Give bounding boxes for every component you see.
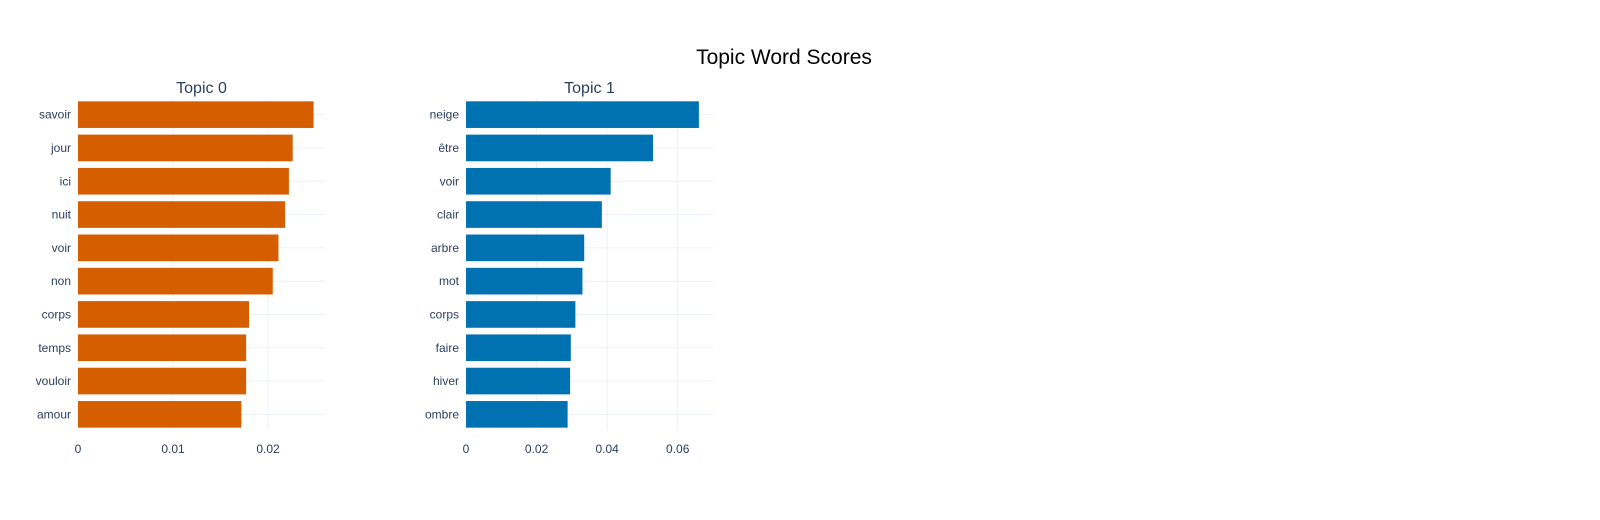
bar-corps[interactable] [78,301,249,328]
y-tick-label: arbre [431,241,459,255]
x-tick-label: 0.06 [666,442,690,456]
bar-vouloir[interactable] [78,367,247,395]
bar-amour[interactable] [78,401,242,428]
y-tick-label: ici [60,174,71,188]
y-tick-label: voir [440,174,459,188]
y-tick-label: mot [439,274,460,288]
y-tick-label: hiver [433,374,459,388]
y-tick-label: amour [37,407,71,421]
chart-title: Topic Word Scores [696,46,872,69]
y-tick-label: nuit [52,208,72,222]
x-tick-label: 0 [463,442,470,456]
y-tick-label: neige [430,108,460,122]
y-tick-label: être [438,141,459,155]
bar-mot[interactable] [466,267,583,295]
y-tick-label: temps [38,341,71,355]
bar-hiver[interactable] [466,367,571,395]
bar-neige[interactable] [466,101,699,128]
x-tick-label: 0 [75,442,82,456]
bar-nuit[interactable] [78,201,286,228]
y-tick-label: corps [430,307,459,321]
bar-jour[interactable] [78,134,293,162]
y-tick-label: faire [436,341,460,355]
bar-arbre[interactable] [466,234,585,262]
x-tick-label: 0.02 [525,442,549,456]
bar-voir[interactable] [466,167,611,195]
bar-voir[interactable] [78,234,279,262]
topic-1-panel: Topic 1 0 0.02 0.04 0.06 neige être voir clair ar… [425,80,713,456]
y-tick-label: non [51,274,71,288]
bar-clair[interactable] [466,201,602,228]
bar-non[interactable] [78,267,273,295]
x-tick-label: 0.01 [161,442,185,456]
x-tick-label: 0.04 [595,442,619,456]
bar-ici[interactable] [78,167,289,195]
bar-faire[interactable] [466,334,571,362]
y-tick-label: voir [52,241,71,255]
bar-corps[interactable] [466,301,576,328]
y-tick-label: jour [50,141,71,155]
subplot-title: Topic 1 [564,80,615,97]
bar-savoir[interactable] [78,101,314,128]
bar-temps[interactable] [78,334,247,362]
y-tick-label: corps [42,307,71,321]
x-tick-label: 0.02 [256,442,280,456]
bar-être[interactable] [466,134,654,162]
bar-ombre[interactable] [466,401,568,428]
topic-0-panel: Topic 0 0 0.01 0.02 savoir jour ici nuit voir non… [36,80,325,456]
y-tick-label: savoir [39,108,71,122]
y-tick-label: clair [437,208,459,222]
y-tick-label: ombre [425,407,459,421]
y-tick-label: vouloir [36,374,71,388]
subplot-title: Topic 0 [176,80,227,97]
